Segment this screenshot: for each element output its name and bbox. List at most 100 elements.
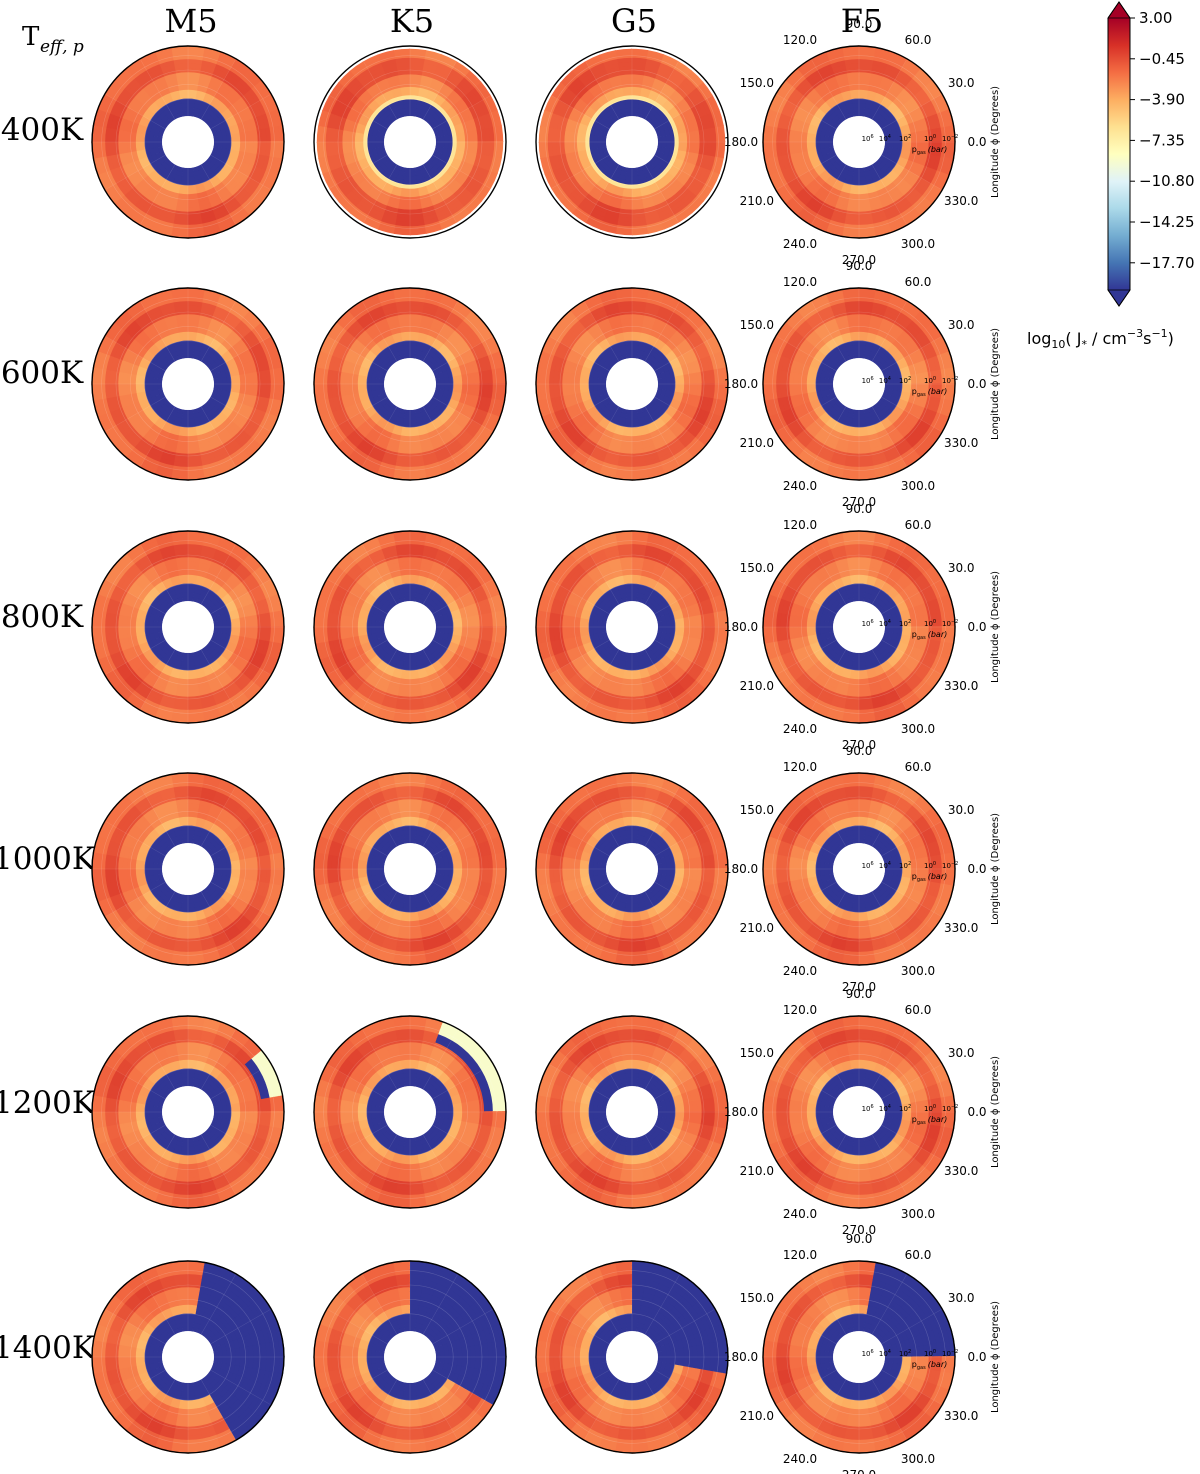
heat-cell bbox=[200, 100, 211, 109]
angle-tick-label: 90.0 bbox=[846, 17, 873, 31]
heat-cell bbox=[137, 181, 150, 193]
radial-tick-exp: 6 bbox=[871, 134, 874, 140]
heat-cell bbox=[138, 158, 147, 169]
heat-cell bbox=[207, 171, 217, 181]
heat-cell bbox=[230, 133, 237, 142]
heat-cell bbox=[206, 83, 219, 94]
heat-cell bbox=[201, 175, 211, 184]
heat-cell bbox=[236, 110, 246, 123]
heat-cell bbox=[187, 84, 198, 91]
heat-cell bbox=[165, 100, 175, 109]
heat-cell bbox=[165, 175, 176, 184]
heat-cell bbox=[256, 128, 263, 142]
heat-cell bbox=[140, 178, 153, 190]
heat-cell bbox=[133, 88, 147, 101]
heat-cell bbox=[214, 181, 226, 192]
heat-cell bbox=[252, 129, 259, 142]
heat-cell bbox=[163, 72, 177, 81]
heat-cell bbox=[157, 119, 165, 128]
heat-cell bbox=[180, 180, 189, 187]
heat-cell bbox=[166, 195, 179, 203]
radial-tick-exp: 2 bbox=[908, 376, 911, 382]
heat-cell bbox=[240, 108, 250, 122]
heat-cell bbox=[209, 174, 220, 184]
heat-cell bbox=[226, 133, 233, 142]
heat-cell bbox=[253, 115, 262, 130]
heat-cell bbox=[244, 106, 255, 120]
heat-cell bbox=[217, 113, 227, 123]
heat-cell bbox=[199, 68, 214, 77]
heat-cell bbox=[138, 168, 149, 180]
heat-cell bbox=[221, 119, 230, 129]
heat-cell bbox=[159, 171, 169, 181]
heat-cell bbox=[178, 193, 189, 200]
heat-cell bbox=[229, 87, 242, 101]
heat-cell bbox=[227, 167, 238, 179]
heat-cell bbox=[188, 180, 197, 187]
heat-cell bbox=[209, 75, 224, 86]
heat-cell bbox=[232, 84, 246, 98]
angle-tick-label: 150.0 bbox=[740, 318, 774, 332]
heat-cell bbox=[207, 190, 220, 200]
angle-tick-label: 120.0 bbox=[783, 275, 817, 289]
heat-cell bbox=[205, 168, 214, 177]
heat-cell bbox=[243, 141, 250, 153]
angle-tick-label: 210.0 bbox=[740, 194, 774, 208]
heat-cell bbox=[155, 194, 168, 205]
heat-cell bbox=[188, 206, 201, 213]
heat-cell bbox=[153, 96, 165, 106]
heat-cell bbox=[153, 116, 162, 125]
heat-cell bbox=[217, 135, 224, 142]
column-header-m5: M5 bbox=[164, 2, 217, 40]
heat-cell bbox=[180, 102, 188, 108]
heat-cell bbox=[148, 135, 154, 143]
angle-tick-label: 0.0 bbox=[967, 135, 986, 149]
heat-cell bbox=[248, 103, 259, 119]
radial-tick-base: 10 bbox=[879, 135, 888, 143]
radial-tick-exp: 6 bbox=[871, 376, 874, 382]
heat-cell bbox=[151, 181, 163, 192]
heat-cell bbox=[130, 142, 137, 153]
heat-cell bbox=[187, 67, 201, 74]
heat-cell bbox=[227, 180, 239, 193]
heat-cell bbox=[239, 141, 246, 152]
heat-cell bbox=[213, 166, 223, 176]
heat-cell bbox=[221, 154, 230, 165]
heat-cell bbox=[187, 80, 199, 87]
heat-cell bbox=[161, 92, 172, 101]
heat-cell bbox=[216, 184, 229, 196]
angle-tick-label: 30.0 bbox=[948, 318, 975, 332]
angle-tick-label: 60.0 bbox=[905, 275, 932, 289]
heat-cell bbox=[153, 108, 163, 118]
heat-cell bbox=[177, 197, 189, 204]
heat-cell bbox=[127, 151, 136, 164]
heat-cell bbox=[118, 153, 127, 167]
heat-cell bbox=[126, 142, 133, 154]
heat-cell bbox=[210, 164, 219, 173]
heat-cell bbox=[209, 99, 220, 109]
heat-cell bbox=[114, 116, 123, 131]
angle-tick-label: 180.0 bbox=[724, 377, 758, 391]
heat-cell bbox=[134, 183, 147, 197]
heat-cell bbox=[220, 191, 234, 203]
row-header-1000k: 1000K bbox=[0, 841, 96, 877]
heat-cell bbox=[165, 199, 179, 208]
row-header-1200k: 1200K bbox=[0, 1085, 96, 1121]
heat-cell bbox=[252, 141, 259, 155]
heat-cell bbox=[175, 71, 188, 78]
heat-cell bbox=[204, 183, 215, 192]
longitude-axis-label: Longitude ϕ (Degrees) bbox=[990, 328, 1001, 440]
polar-panels: 0.030.060.090.0120.0150.0180.0210.0240.0… bbox=[91, 17, 1001, 1474]
radial-tick-base: 10 bbox=[924, 377, 933, 385]
heat-cell bbox=[117, 104, 128, 119]
heat-cell bbox=[235, 141, 241, 152]
heat-cell bbox=[187, 89, 198, 95]
radial-tick-base: 10 bbox=[942, 135, 951, 143]
angle-tick-label: 300.0 bbox=[901, 237, 935, 251]
heat-cell bbox=[142, 165, 152, 177]
heat-cell bbox=[239, 131, 246, 142]
heat-cell bbox=[224, 165, 235, 176]
angle-tick-label: 0.0 bbox=[967, 377, 986, 391]
heat-cell bbox=[187, 93, 197, 100]
heat-cell bbox=[238, 174, 250, 188]
